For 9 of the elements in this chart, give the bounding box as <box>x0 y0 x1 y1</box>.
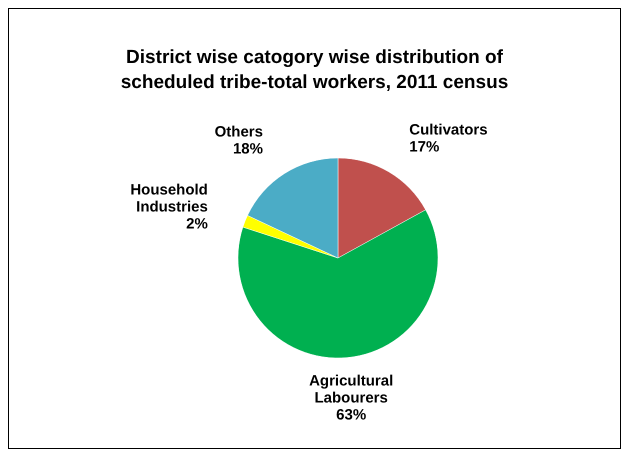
data-label: 63% <box>336 406 366 424</box>
data-label: 18% <box>232 140 263 158</box>
data-label: 2% <box>186 216 208 233</box>
slice-label: Household Industries <box>130 182 208 216</box>
slice-label: Others <box>214 124 263 141</box>
data-label: 17% <box>409 138 440 156</box>
chart-title: District wise catogory wise distribution of scheduled tribe-total workers, 2011 census <box>120 47 508 93</box>
slice-label: Agricultural Labourers <box>309 372 394 407</box>
slice-label: Cultivators <box>409 121 488 138</box>
